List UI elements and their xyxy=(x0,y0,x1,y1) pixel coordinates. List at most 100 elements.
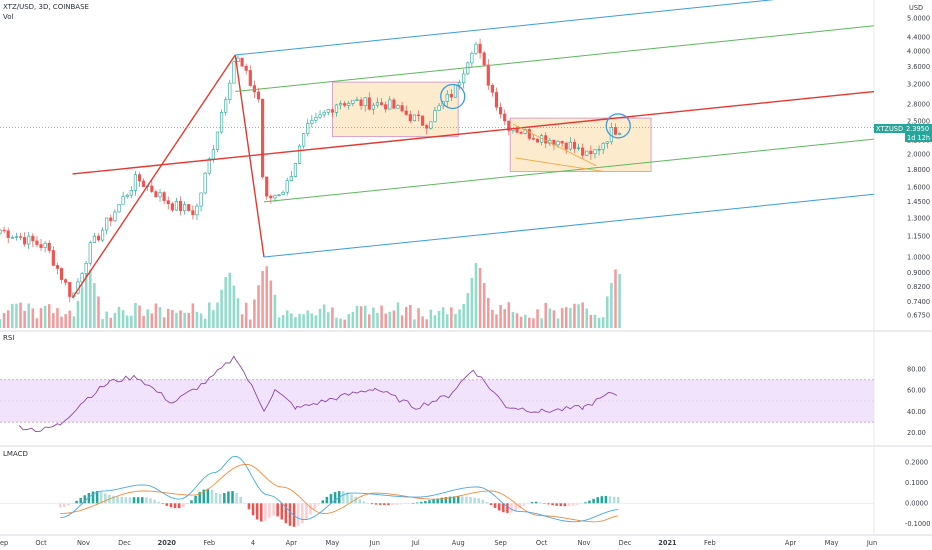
volume-bar xyxy=(511,311,515,328)
price-tick-label: 4.4000 xyxy=(907,33,930,41)
candle-body xyxy=(252,85,256,93)
macd-histogram-bar xyxy=(333,492,337,504)
candle-body xyxy=(367,97,371,110)
candle-body xyxy=(531,138,535,140)
volume-bar xyxy=(396,302,400,328)
price-tick-label: 4.0000 xyxy=(907,48,930,56)
price-tick-label: 2.8000 xyxy=(907,101,930,109)
macd-histogram-bar xyxy=(182,503,185,507)
macd-histogram-bar xyxy=(518,503,522,509)
volume-bar xyxy=(142,315,145,328)
price-tick-label: 5.0000 xyxy=(907,14,930,22)
volume-bar xyxy=(11,303,14,328)
macd-histogram-bar xyxy=(276,503,279,517)
volume-bar xyxy=(183,312,186,328)
volume-bar xyxy=(433,315,437,328)
macd-histogram-bar xyxy=(608,496,612,504)
macd-histogram-bar xyxy=(75,500,78,504)
macd-histogram-bar xyxy=(432,499,435,504)
candle-body xyxy=(133,174,137,191)
time-tick-label: Nov xyxy=(77,539,90,547)
volume-bar xyxy=(392,310,396,328)
macd-signal-line xyxy=(60,463,619,523)
volume-bar xyxy=(105,311,108,328)
volume-bar xyxy=(610,283,613,328)
macd-histogram-bar xyxy=(543,503,546,504)
macd-histogram-bar xyxy=(259,503,263,522)
candle-body xyxy=(568,141,572,150)
macd-histogram-bar xyxy=(198,492,201,504)
macd-histogram-bar xyxy=(342,491,345,504)
volume-bar xyxy=(491,309,494,328)
macd-histogram-bar xyxy=(116,496,119,504)
macd-histogram-bar xyxy=(547,503,550,505)
candle-body xyxy=(589,150,593,155)
volume-bar xyxy=(351,311,355,328)
volume-bar xyxy=(187,312,191,328)
volume-bar xyxy=(109,317,113,328)
volume-bar xyxy=(314,315,318,328)
volume-bar xyxy=(503,309,506,328)
volume-bar xyxy=(277,317,281,328)
volume-bar xyxy=(80,287,84,328)
candle-body xyxy=(486,64,490,86)
candle-body xyxy=(334,104,339,113)
macd-histogram-bar xyxy=(321,500,325,504)
macd-histogram-bar xyxy=(567,503,571,507)
time-tick-label: Jun xyxy=(369,539,380,547)
macd-histogram-bar xyxy=(419,501,423,504)
volume-bar xyxy=(413,319,416,328)
time-tick-label: 2021 xyxy=(658,539,677,547)
volume-bar xyxy=(43,305,47,328)
highlight-circle xyxy=(605,113,631,139)
last-price-tag[interactable]: XTZUSD 2.3950 1d 12h xyxy=(874,124,932,142)
candle-body xyxy=(166,200,170,205)
price-tick-label: 1.3000 xyxy=(907,214,930,222)
macd-histogram-bar xyxy=(370,503,374,505)
candle-body xyxy=(618,133,622,135)
macd-histogram-bar xyxy=(530,502,534,504)
candle-body xyxy=(261,98,265,178)
volume-bar xyxy=(273,294,277,328)
volume-bar xyxy=(331,307,334,328)
volume-bar xyxy=(569,308,572,328)
volume-bar xyxy=(240,314,244,328)
candle-body xyxy=(43,242,47,248)
time-tick-label: May xyxy=(825,539,839,547)
candle-body xyxy=(51,250,55,266)
candle-body xyxy=(105,217,109,231)
volume-bar xyxy=(523,314,527,328)
macd-histogram-bar xyxy=(71,503,74,504)
macd-histogram-bar xyxy=(551,503,554,506)
volume-bar xyxy=(564,307,568,328)
candle-body xyxy=(363,97,367,106)
rsi-tick-label: 40.00 xyxy=(907,408,926,416)
volume-bar xyxy=(31,308,35,328)
time-tick-label: May xyxy=(326,539,340,547)
volume-bar xyxy=(207,302,211,328)
volume-bar xyxy=(72,316,76,328)
macd-histogram-bar xyxy=(522,503,526,506)
price-tick-label: 0.9000 xyxy=(907,269,930,277)
volume-bar xyxy=(487,298,490,328)
candle-body xyxy=(154,191,158,198)
macd-tick-label: -0.1000 xyxy=(905,520,930,528)
candle-body xyxy=(80,273,84,283)
candle-body xyxy=(339,103,343,106)
macd-histogram-bar xyxy=(473,497,476,504)
symbol-title[interactable]: XTZ/USD, 3D, COINBASE xyxy=(3,3,89,11)
macd-histogram-bar xyxy=(477,498,480,504)
candle-body xyxy=(101,229,105,241)
volume-bar xyxy=(39,308,43,328)
time-tick-label: Sep xyxy=(494,539,506,547)
candle-body xyxy=(88,242,92,264)
candle-body xyxy=(129,190,133,196)
volume-bar xyxy=(154,303,158,328)
volume-bar xyxy=(429,309,433,328)
price-tick-label: 0.7400 xyxy=(907,298,930,306)
candle-body xyxy=(330,109,334,113)
macd-histogram-bar xyxy=(268,503,271,518)
volume-bar xyxy=(64,314,67,328)
volume-bar xyxy=(458,309,461,328)
